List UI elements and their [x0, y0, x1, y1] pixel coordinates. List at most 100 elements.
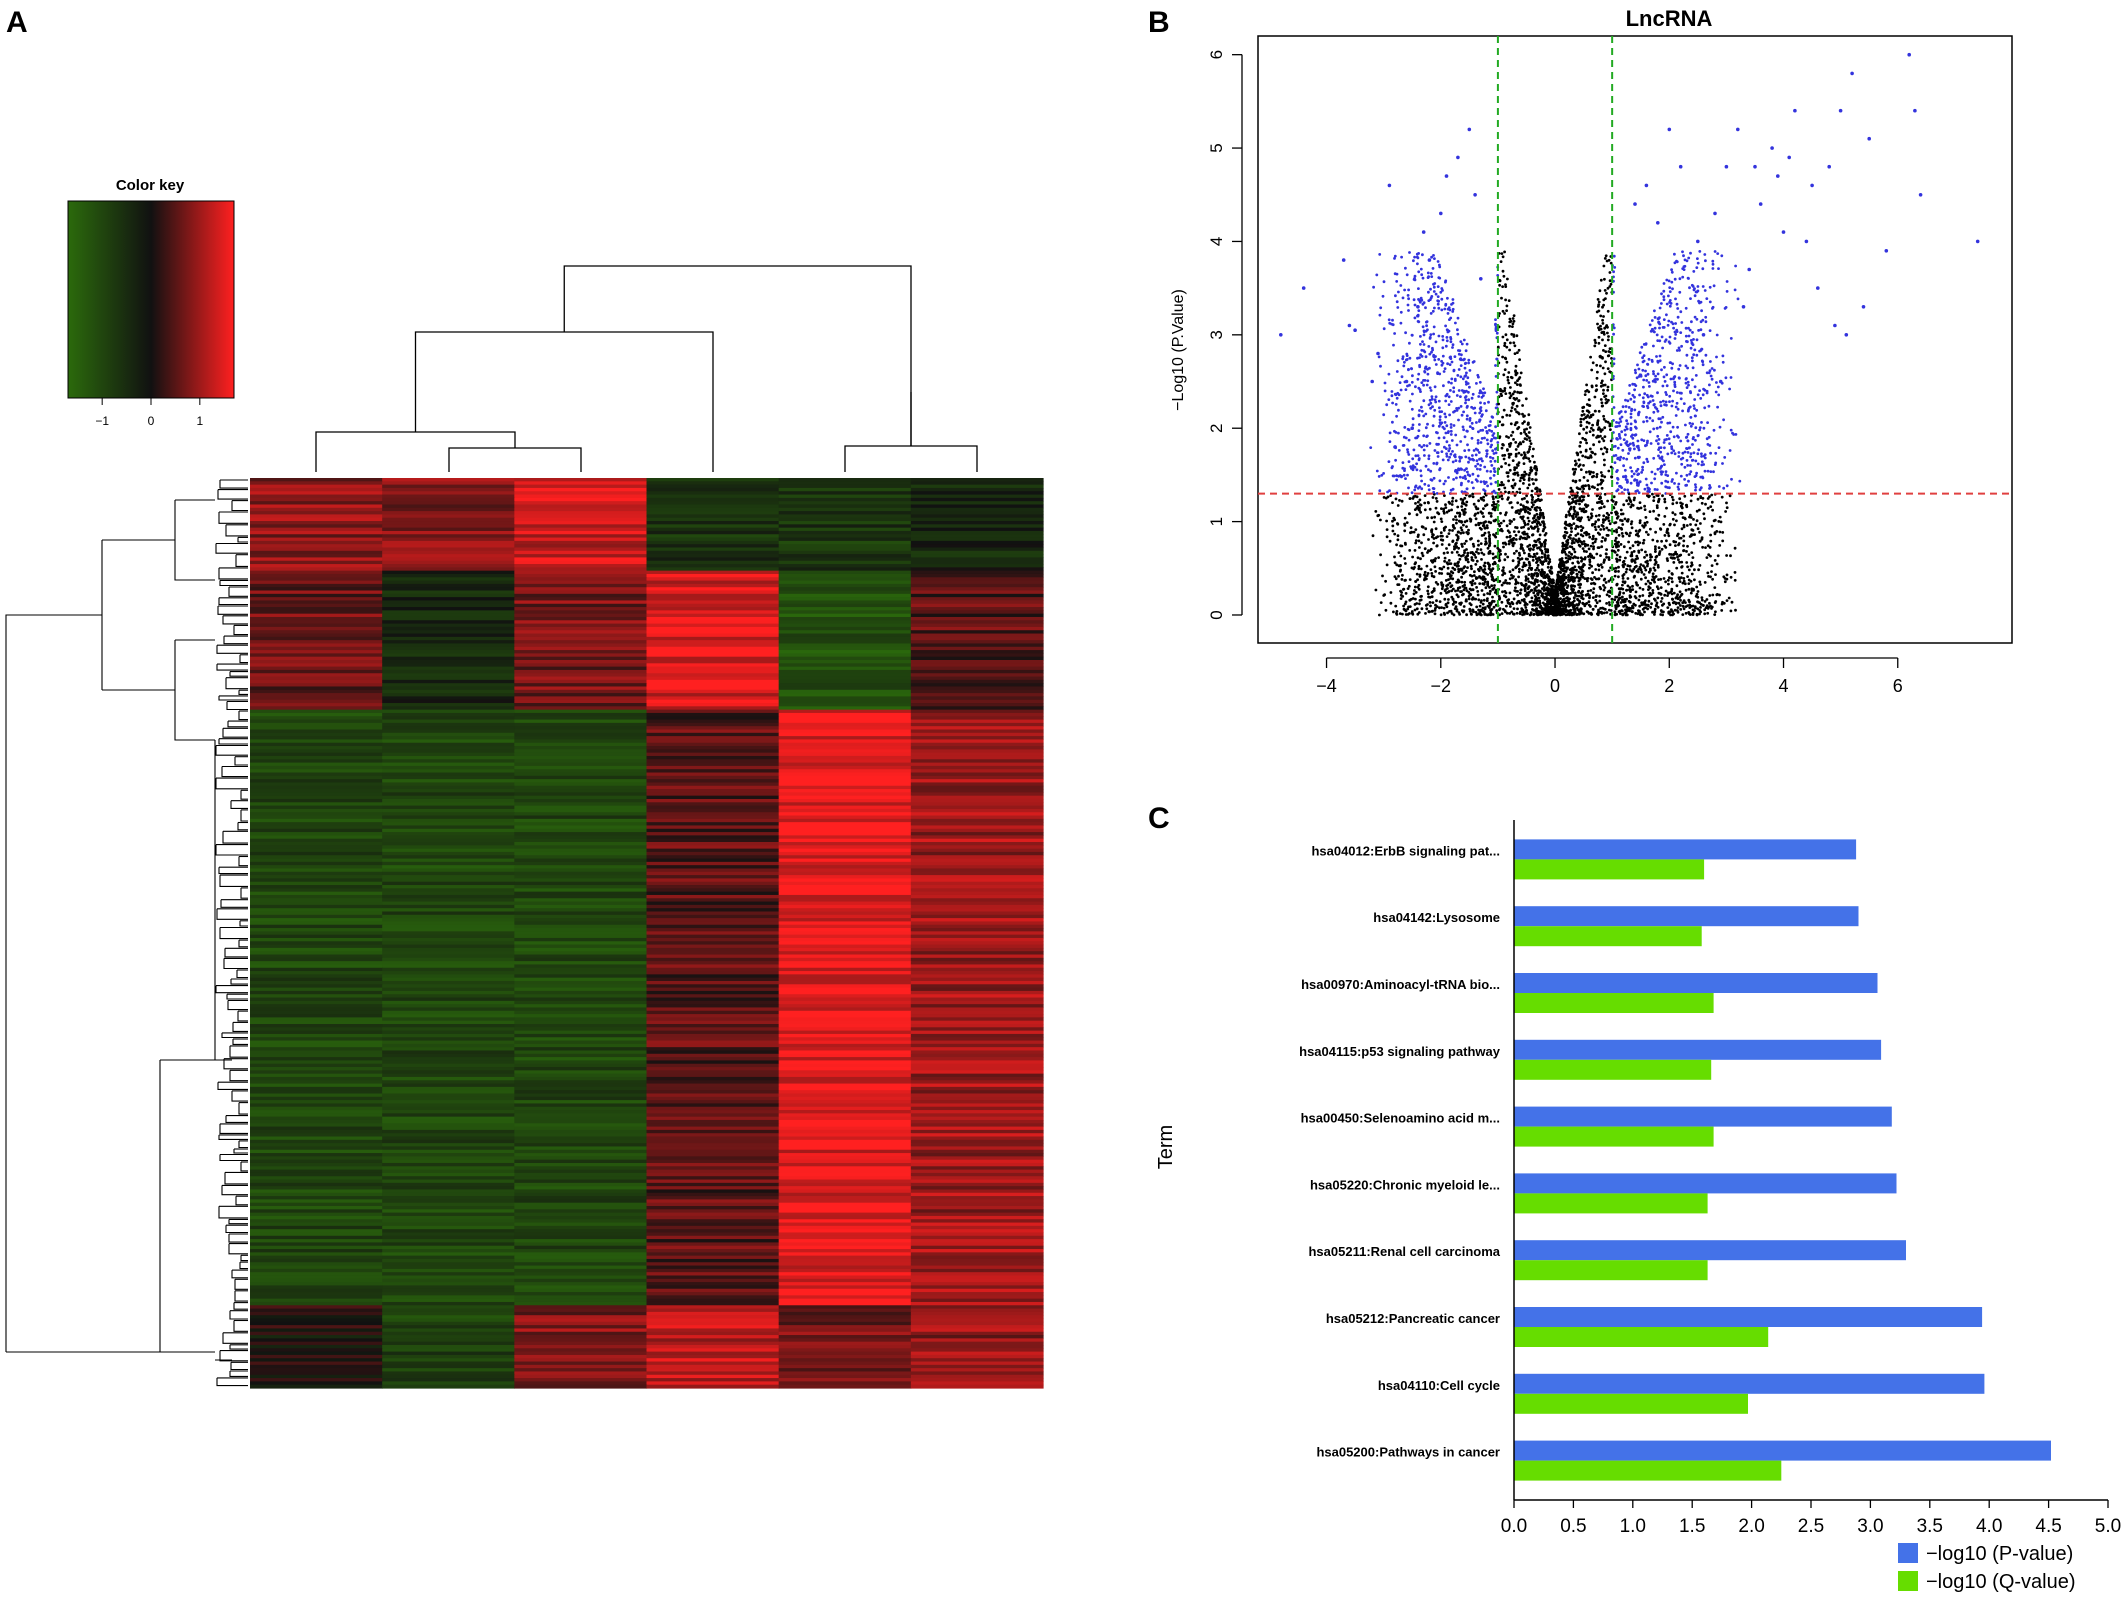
volcano-point [1681, 409, 1684, 413]
heatmap-cell [382, 1311, 515, 1316]
volcano-point [1653, 597, 1656, 601]
dendrogram-branch [234, 1290, 248, 1302]
heatmap-cell [382, 511, 515, 515]
heatmap-cell [514, 610, 648, 615]
heatmap-cell [250, 1024, 383, 1028]
heatmap-cell [514, 547, 648, 552]
heatmap-cell [910, 918, 1044, 923]
heatmap-cell [778, 891, 912, 896]
volcano-point [1514, 586, 1517, 590]
heatmap-cell [250, 736, 383, 741]
heatmap-cell [250, 507, 383, 512]
heatmap-cell [514, 597, 648, 602]
heatmap-cell [514, 689, 648, 694]
volcano-point [1578, 487, 1582, 491]
volcano-point [1656, 317, 1660, 321]
volcano-point [1433, 358, 1437, 362]
volcano-point [1635, 376, 1639, 380]
volcano-point [1472, 544, 1476, 548]
volcano-point [1703, 253, 1707, 256]
heatmap-cell [514, 1179, 648, 1184]
heatmap-cell [382, 1364, 515, 1369]
volcano-point [1483, 489, 1487, 493]
volcano-point [1404, 477, 1407, 480]
heatmap-cell [910, 1179, 1044, 1184]
heatmap-cell [910, 921, 1044, 926]
volcano-point [1447, 598, 1450, 601]
volcano-point [1417, 567, 1421, 571]
volcano-point [1447, 532, 1451, 535]
volcano-point [1522, 478, 1526, 481]
volcano-point [1412, 278, 1416, 281]
heatmap-cell [250, 1199, 383, 1204]
heatmap-cell [910, 580, 1044, 585]
heatmap-cell [778, 792, 912, 797]
heatmap-cell [910, 501, 1044, 506]
volcano-point [1518, 376, 1522, 379]
volcano-point [1378, 489, 1382, 493]
dendrogram-branch [237, 537, 248, 543]
heatmap-cell [250, 749, 383, 754]
volcano-point [1462, 588, 1466, 592]
heatmap-cell [778, 1219, 912, 1224]
volcano-point [1579, 420, 1583, 424]
volcano-point [1617, 421, 1621, 425]
color-key-tick-label: −1 [95, 414, 109, 428]
dendrogram-branch [235, 1196, 248, 1206]
heatmap-cell [250, 547, 383, 552]
volcano-point [1532, 552, 1536, 556]
volcano-point [1658, 326, 1661, 330]
volcano-point [1459, 526, 1463, 530]
volcano-point [1600, 565, 1604, 569]
volcano-point [1394, 294, 1397, 298]
heatmap-cell [514, 971, 648, 975]
heatmap-cell [910, 517, 1044, 522]
volcano-point [1660, 335, 1664, 339]
heatmap-cell [382, 613, 515, 618]
volcano-point [1683, 494, 1687, 498]
volcano-point [1414, 591, 1418, 594]
heatmap-cell [778, 1139, 912, 1144]
volcano-point [1585, 550, 1588, 553]
dendrogram-branch [226, 994, 248, 1000]
heatmap-cell [646, 1067, 780, 1071]
heatmap-cell [250, 772, 383, 777]
heatmap-cell [778, 1070, 912, 1075]
volcano-point [1656, 494, 1660, 497]
volcano-point [1638, 351, 1642, 355]
heatmap-cell [514, 1348, 648, 1353]
heatmap-cell [250, 1295, 383, 1300]
dendrogram-branch [216, 664, 248, 671]
heatmap-cell [910, 805, 1044, 810]
volcano-point [1584, 438, 1588, 442]
volcano-point [1571, 539, 1574, 543]
heatmap-cell [382, 1348, 515, 1353]
heatmap-cell [910, 964, 1044, 969]
heatmap-cell [382, 957, 515, 962]
heatmap-cell [250, 729, 383, 734]
heatmap-cell [778, 669, 912, 674]
volcano-point [1698, 564, 1702, 567]
heatmap-cell [382, 1014, 515, 1018]
heatmap-cell [910, 855, 1044, 860]
volcano-point [1695, 353, 1699, 357]
heatmap-cell [646, 534, 780, 539]
heatmap-cell [646, 1053, 780, 1058]
heatmap-cell [382, 1239, 515, 1243]
volcano-point [1653, 607, 1657, 611]
heatmap-cell [250, 1222, 383, 1227]
volcano-point [1468, 369, 1472, 372]
heatmap-cell [514, 1050, 648, 1055]
heatmap-cell [382, 1361, 515, 1366]
heatmap-cell [382, 742, 515, 747]
volcano-point [1712, 470, 1715, 474]
heatmap-cell [514, 504, 648, 509]
volcano-point [1595, 601, 1599, 605]
volcano-point [1643, 487, 1647, 491]
heatmap-cell [382, 931, 515, 936]
heatmap-cell [778, 1146, 912, 1151]
heatmap-cell [646, 832, 780, 836]
heatmap-cell [646, 491, 780, 496]
heatmap-cell [646, 752, 780, 757]
heatmap-cell [514, 1119, 648, 1124]
